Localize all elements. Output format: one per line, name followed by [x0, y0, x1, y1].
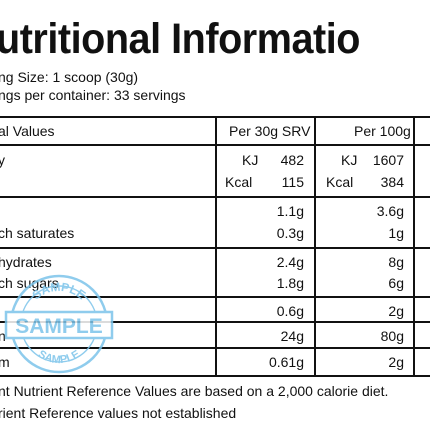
page-title: utritional Informatio — [0, 15, 360, 63]
stamp-bottom-text: SAMPLE — [36, 348, 82, 366]
servings-per-container: ngs per container: 33 servings — [0, 87, 186, 103]
column-divider — [314, 118, 316, 375]
salt-100g: 2g — [388, 354, 404, 370]
footnote-reference-values: nt Nutrient Reference Values are based o… — [0, 383, 389, 399]
row-divider — [0, 196, 430, 198]
salt-label: m — [0, 354, 10, 370]
energy-kj-100g: 1607 — [372, 152, 404, 168]
fat-serving: 1.1g — [276, 203, 304, 219]
row-divider — [0, 247, 430, 249]
saturates-serving: 0.3g — [276, 225, 304, 241]
stamp-band-text: SAMPLE — [15, 315, 103, 338]
column-divider — [215, 118, 217, 375]
sugars-serving: 1.8g — [276, 275, 304, 291]
nutrition-table: al Values Per 30g SRV Per 100g y KJ 482 … — [0, 116, 430, 377]
svg-text:SAMPLE: SAMPLE — [30, 280, 89, 303]
carbohydrates-serving: 2.4g — [276, 254, 304, 270]
row-divider — [0, 296, 430, 298]
protein-label: n — [0, 328, 6, 344]
fibre-serving: 0.6g — [276, 303, 304, 319]
footnote-not-established: rient Reference values not established — [0, 405, 237, 421]
energy-kj-serving: 482 — [280, 152, 304, 168]
stamp-top-text: SAMPLE — [30, 280, 89, 303]
energy-kcal-unit-100g: Kcal — [326, 174, 354, 190]
sample-stamp-icon: SAMPLE SAMPLE SAMPLE — [4, 274, 114, 374]
row-divider — [0, 347, 430, 349]
row-divider — [0, 144, 430, 146]
header-per-100g: Per 100g — [354, 123, 411, 139]
fibre-100g: 2g — [388, 303, 404, 319]
svg-text:SAMPLE: SAMPLE — [36, 348, 82, 366]
saturates-label: ch saturates — [0, 225, 75, 241]
header-per-serving: Per 30g SRV — [229, 123, 311, 139]
saturates-100g: 1g — [388, 225, 404, 241]
header-values-label: al Values — [0, 123, 55, 139]
fat-100g: 3.6g — [376, 203, 404, 219]
protein-100g: 80g — [380, 328, 404, 344]
sugars-100g: 6g — [388, 275, 404, 291]
energy-kj-unit: KJ — [242, 152, 259, 168]
row-divider — [0, 321, 430, 323]
column-divider — [413, 118, 415, 375]
salt-serving: 0.61g — [268, 354, 304, 370]
serving-size: ng Size: 1 scoop (30g) — [0, 69, 139, 85]
energy-kcal-100g: 384 — [380, 174, 404, 190]
carbohydrates-label: hydrates — [0, 254, 52, 270]
protein-serving: 24g — [280, 328, 304, 344]
energy-kcal-unit: Kcal — [225, 174, 253, 190]
carbohydrates-100g: 8g — [388, 254, 404, 270]
energy-kj-unit-100g: KJ — [341, 152, 358, 168]
energy-label: y — [0, 152, 5, 168]
energy-kcal-serving: 115 — [281, 174, 304, 190]
